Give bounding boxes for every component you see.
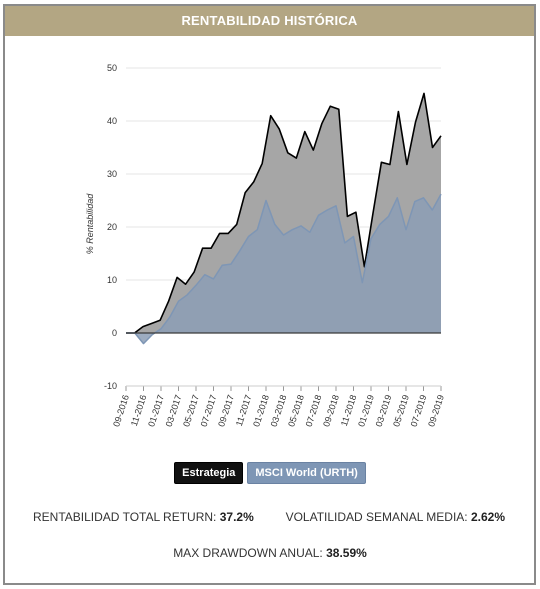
series-estrategia-area <box>126 93 441 334</box>
x-tick-label: 09-2017 <box>216 394 236 429</box>
series-estrategia-line <box>126 92 442 334</box>
series-msci-world-line <box>126 193 442 345</box>
y-axis-label: % Rentabilidad <box>85 193 95 255</box>
x-tick-label: 11-2018 <box>339 394 359 428</box>
x-tick-label: 07-2019 <box>409 394 429 429</box>
legend-item-msci-world[interactable]: MSCI World (URTH) <box>247 462 366 484</box>
y-tick-label: 0 <box>112 328 117 338</box>
y-tick-label: 40 <box>107 116 117 126</box>
x-tick-label: 01-2018 <box>251 394 271 429</box>
stat-total-return-label: RENTABILIDAD TOTAL RETURN: <box>33 510 217 524</box>
stat-total-return: RENTABILIDAD TOTAL RETURN: 37.2% <box>33 510 254 524</box>
x-tick-label: 05-2017 <box>181 394 201 429</box>
stat-drawdown-label: MAX DRAWDOWN ANUAL: <box>173 546 323 560</box>
y-tick-label: 30 <box>107 169 117 179</box>
y-tick-label: 10 <box>107 275 117 285</box>
stat-total-return-value: 37.2% <box>219 510 254 524</box>
returns-chart: 50403020100-1009-201611-201601-201703-20… <box>85 63 446 429</box>
stat-drawdown: MAX DRAWDOWN ANUAL: 38.59% <box>0 546 540 560</box>
x-tick-label: 03-2018 <box>269 394 289 429</box>
chart-legend: Estrategia MSCI World (URTH) <box>0 462 540 484</box>
x-tick-label: 07-2018 <box>304 394 324 429</box>
x-tick-label: 05-2019 <box>391 394 411 429</box>
x-tick-label: 03-2019 <box>374 394 394 429</box>
x-tick-label: 01-2019 <box>356 394 376 429</box>
panel-header: RENTABILIDAD HISTÓRICA <box>5 6 534 36</box>
stat-volatility-label: VOLATILIDAD SEMANAL MEDIA: <box>285 510 468 524</box>
x-tick-label: 05-2018 <box>286 394 306 429</box>
x-tick-label: 03-2017 <box>164 394 184 429</box>
x-tick-label: 09-2019 <box>426 394 446 429</box>
x-tick-label: 09-2018 <box>321 394 341 429</box>
x-tick-label: 11-2016 <box>129 394 149 428</box>
x-tick-label: 01-2017 <box>146 394 166 429</box>
stat-drawdown-value: 38.59% <box>326 546 367 560</box>
legend-item-estrategia[interactable]: Estrategia <box>174 462 244 484</box>
y-tick-label: -10 <box>104 381 117 391</box>
y-tick-label: 50 <box>107 63 117 73</box>
y-tick-label: 20 <box>107 222 117 232</box>
stat-volatility: VOLATILIDAD SEMANAL MEDIA: 2.62% <box>286 510 505 524</box>
series-msci-world-area <box>126 194 441 344</box>
x-tick-label: 11-2017 <box>234 394 254 428</box>
stat-volatility-value: 2.62% <box>470 510 505 524</box>
x-tick-label: 09-2016 <box>111 394 131 429</box>
x-tick-label: 07-2017 <box>199 394 219 429</box>
chart-series <box>126 92 442 345</box>
